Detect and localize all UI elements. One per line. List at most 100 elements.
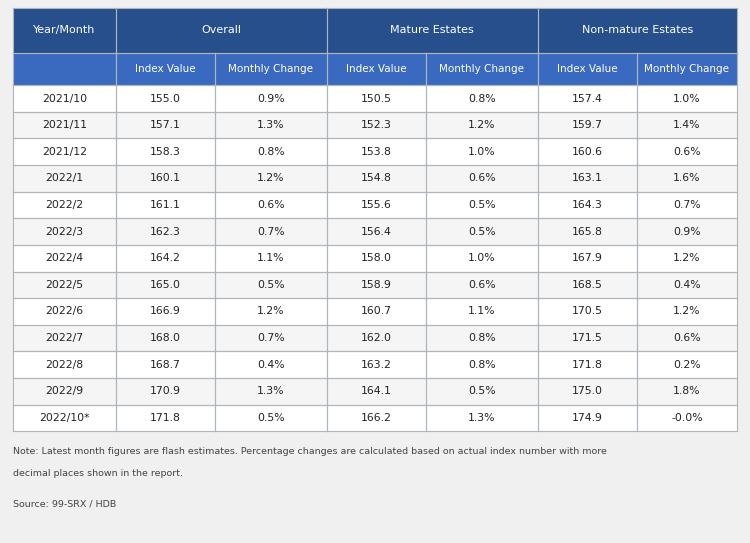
Bar <box>215 405 327 431</box>
Text: 171.8: 171.8 <box>150 413 181 423</box>
Bar <box>13 378 116 405</box>
Text: 0.2%: 0.2% <box>673 359 700 370</box>
Text: 170.9: 170.9 <box>150 386 181 396</box>
Bar <box>215 85 327 112</box>
Bar <box>13 218 116 245</box>
Text: 0.4%: 0.4% <box>673 280 700 290</box>
Text: 171.5: 171.5 <box>572 333 603 343</box>
Text: 1.3%: 1.3% <box>468 413 496 423</box>
Text: 0.6%: 0.6% <box>673 147 700 157</box>
Text: 157.1: 157.1 <box>150 120 181 130</box>
Text: 1.1%: 1.1% <box>468 306 496 317</box>
Text: 155.0: 155.0 <box>150 93 181 104</box>
Text: 1.0%: 1.0% <box>673 93 700 104</box>
Text: 1.3%: 1.3% <box>257 120 285 130</box>
Text: 1.6%: 1.6% <box>673 173 700 184</box>
Text: 150.5: 150.5 <box>361 93 392 104</box>
Text: 1.2%: 1.2% <box>257 173 285 184</box>
Bar <box>426 218 538 245</box>
Bar <box>538 218 638 245</box>
Bar <box>538 53 638 85</box>
Text: 2022/10*: 2022/10* <box>39 413 90 423</box>
Bar <box>638 138 736 165</box>
Text: 174.9: 174.9 <box>572 413 603 423</box>
Bar <box>116 138 215 165</box>
Text: 0.9%: 0.9% <box>673 226 700 237</box>
Bar <box>327 378 426 405</box>
Text: 0.6%: 0.6% <box>257 200 285 210</box>
Bar <box>327 8 538 53</box>
Text: 0.7%: 0.7% <box>257 333 285 343</box>
Text: 166.2: 166.2 <box>361 413 392 423</box>
Bar <box>638 85 736 112</box>
Bar <box>426 165 538 192</box>
Bar <box>426 378 538 405</box>
Text: 154.8: 154.8 <box>361 173 392 184</box>
Text: 168.0: 168.0 <box>150 333 181 343</box>
Bar <box>13 405 116 431</box>
Text: 2022/9: 2022/9 <box>46 386 84 396</box>
Bar <box>13 138 116 165</box>
Text: 0.5%: 0.5% <box>468 226 496 237</box>
Bar <box>215 298 327 325</box>
Text: 155.6: 155.6 <box>361 200 392 210</box>
Text: 2022/1: 2022/1 <box>46 173 84 184</box>
Bar <box>327 138 426 165</box>
Bar <box>13 8 116 53</box>
Bar <box>638 218 736 245</box>
Text: 158.0: 158.0 <box>361 253 392 263</box>
Bar <box>215 192 327 218</box>
Bar <box>13 351 116 378</box>
Bar <box>116 218 215 245</box>
Text: 152.3: 152.3 <box>361 120 392 130</box>
Bar <box>116 245 215 272</box>
Bar <box>538 378 638 405</box>
Bar <box>215 218 327 245</box>
Text: 1.0%: 1.0% <box>468 253 496 263</box>
Text: 175.0: 175.0 <box>572 386 603 396</box>
Text: 162.0: 162.0 <box>361 333 392 343</box>
Bar <box>13 272 116 298</box>
Text: 0.8%: 0.8% <box>468 333 496 343</box>
Text: 168.7: 168.7 <box>150 359 181 370</box>
Text: 2021/12: 2021/12 <box>42 147 87 157</box>
Bar <box>327 298 426 325</box>
Bar <box>638 53 736 85</box>
Bar <box>426 85 538 112</box>
Bar <box>13 165 116 192</box>
Text: Source: 99-SRX / HDB: Source: 99-SRX / HDB <box>13 499 117 508</box>
Bar <box>116 351 215 378</box>
Bar <box>538 325 638 351</box>
Text: 0.5%: 0.5% <box>468 200 496 210</box>
Bar <box>215 378 327 405</box>
Bar <box>215 272 327 298</box>
Text: 166.9: 166.9 <box>150 306 181 317</box>
Bar <box>538 405 638 431</box>
Text: 158.9: 158.9 <box>361 280 392 290</box>
Text: 170.5: 170.5 <box>572 306 603 317</box>
Bar <box>327 218 426 245</box>
Bar <box>426 245 538 272</box>
Bar <box>327 53 426 85</box>
Text: 0.5%: 0.5% <box>468 386 496 396</box>
Text: 0.7%: 0.7% <box>257 226 285 237</box>
Bar <box>426 272 538 298</box>
Text: 1.0%: 1.0% <box>468 147 496 157</box>
Bar <box>327 325 426 351</box>
Bar <box>116 298 215 325</box>
Text: 0.4%: 0.4% <box>257 359 285 370</box>
Bar <box>638 351 736 378</box>
Text: 1.2%: 1.2% <box>673 253 700 263</box>
Bar <box>426 53 538 85</box>
Text: 0.5%: 0.5% <box>257 280 285 290</box>
Text: 171.8: 171.8 <box>572 359 603 370</box>
Text: Index Value: Index Value <box>346 64 406 74</box>
Bar <box>538 85 638 112</box>
Text: 2022/8: 2022/8 <box>46 359 84 370</box>
Text: 0.8%: 0.8% <box>468 359 496 370</box>
Bar <box>215 351 327 378</box>
Bar <box>538 298 638 325</box>
Text: 157.4: 157.4 <box>572 93 603 104</box>
Bar <box>13 85 116 112</box>
Bar <box>638 298 736 325</box>
